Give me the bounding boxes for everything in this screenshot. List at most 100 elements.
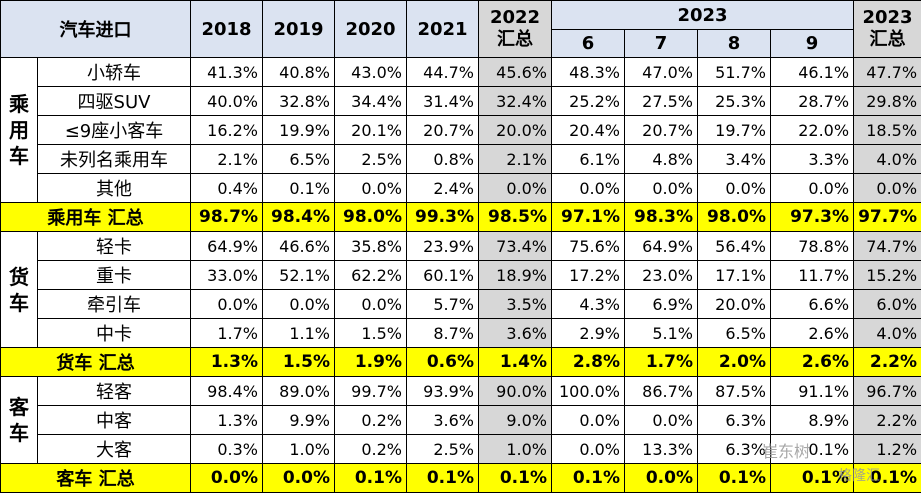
total-value-cell: 0.1% [552,464,625,493]
value-cell: 75.6% [552,232,625,261]
value-cell: 19.9% [263,116,335,145]
year-header: 2018 [191,1,263,58]
value-cell: 6.3% [698,435,771,464]
value-cell: 0.8% [407,145,479,174]
value-cell: 18.9% [479,261,552,290]
value-cell: 4.3% [552,290,625,319]
value-cell: 62.2% [335,261,407,290]
value-cell: 0.0% [335,290,407,319]
total-value-cell: 97.3% [771,203,854,232]
total-value-cell: 98.0% [335,203,407,232]
value-cell: 60.1% [407,261,479,290]
value-cell: 31.4% [407,87,479,116]
value-cell: 16.2% [191,116,263,145]
value-cell: 64.9% [191,232,263,261]
total-value-cell: 0.1% [407,464,479,493]
corner-header: 汽车进口 [1,1,191,58]
total-value-cell: 2.2% [854,348,921,377]
row-label: 中客 [38,406,191,435]
month-header: 6 [552,30,625,58]
value-cell: 17.2% [552,261,625,290]
value-cell: 23.9% [407,232,479,261]
value-cell: 43.0% [335,58,407,87]
row-label: 其他 [38,174,191,203]
total-value-cell: 0.1% [479,464,552,493]
sum-2023-header: 2023 汇总 [854,1,921,58]
total-value-cell: 2.6% [771,348,854,377]
total-value-cell: 0.1% [854,464,921,493]
row-label: 牵引车 [38,290,191,319]
value-cell: 3.6% [407,406,479,435]
value-cell: 6.1% [552,145,625,174]
row-label: 未列名乘用车 [38,145,191,174]
value-cell: 13.3% [625,435,698,464]
total-value-cell: 1.4% [479,348,552,377]
value-cell: 2.5% [335,145,407,174]
value-cell: 78.8% [771,232,854,261]
value-cell: 0.0% [552,406,625,435]
value-cell: 25.3% [698,87,771,116]
value-cell: 1.0% [479,435,552,464]
total-value-cell: 2.8% [552,348,625,377]
value-cell: 6.3% [698,406,771,435]
value-cell: 17.1% [698,261,771,290]
row-label: 大客 [38,435,191,464]
value-cell: 98.4% [191,377,263,406]
value-cell: 18.5% [854,116,921,145]
value-cell: 52.1% [263,261,335,290]
value-cell: 20.7% [625,116,698,145]
value-cell: 100.0% [552,377,625,406]
value-cell: 40.8% [263,58,335,87]
total-value-cell: 98.5% [479,203,552,232]
sum-2023-year: 2023 [854,7,921,29]
value-cell: 3.4% [698,145,771,174]
value-cell: 20.7% [407,116,479,145]
total-value-cell: 0.1% [335,464,407,493]
value-cell: 2.1% [191,145,263,174]
value-cell: 22.0% [771,116,854,145]
value-cell: 0.0% [854,174,921,203]
value-cell: 6.5% [698,319,771,348]
value-cell: 86.7% [625,377,698,406]
total-value-cell: 0.1% [698,464,771,493]
value-cell: 33.0% [191,261,263,290]
value-cell: 99.7% [335,377,407,406]
group-2023-header: 2023 [552,1,854,30]
value-cell: 45.6% [479,58,552,87]
value-cell: 3.3% [771,145,854,174]
value-cell: 0.0% [263,290,335,319]
value-cell: 15.2% [854,261,921,290]
sum-2022-header: 2022 汇总 [479,1,552,58]
value-cell: 51.7% [698,58,771,87]
total-value-cell: 0.1% [771,464,854,493]
value-cell: 96.7% [854,377,921,406]
value-cell: 2.1% [479,145,552,174]
value-cell: 64.9% [625,232,698,261]
value-cell: 5.1% [625,319,698,348]
value-cell: 48.3% [552,58,625,87]
value-cell: 91.1% [771,377,854,406]
total-value-cell: 98.7% [191,203,263,232]
total-value-cell: 1.5% [263,348,335,377]
value-cell: 93.9% [407,377,479,406]
value-cell: 28.7% [771,87,854,116]
value-cell: 73.4% [479,232,552,261]
row-label: 轻客 [38,377,191,406]
value-cell: 1.2% [854,435,921,464]
value-cell: 44.7% [407,58,479,87]
value-cell: 0.4% [191,174,263,203]
row-label: 小轿车 [38,58,191,87]
total-value-cell: 98.3% [625,203,698,232]
total-value-cell: 99.3% [407,203,479,232]
value-cell: 1.7% [191,319,263,348]
total-value-cell: 0.0% [625,464,698,493]
value-cell: 0.2% [335,435,407,464]
